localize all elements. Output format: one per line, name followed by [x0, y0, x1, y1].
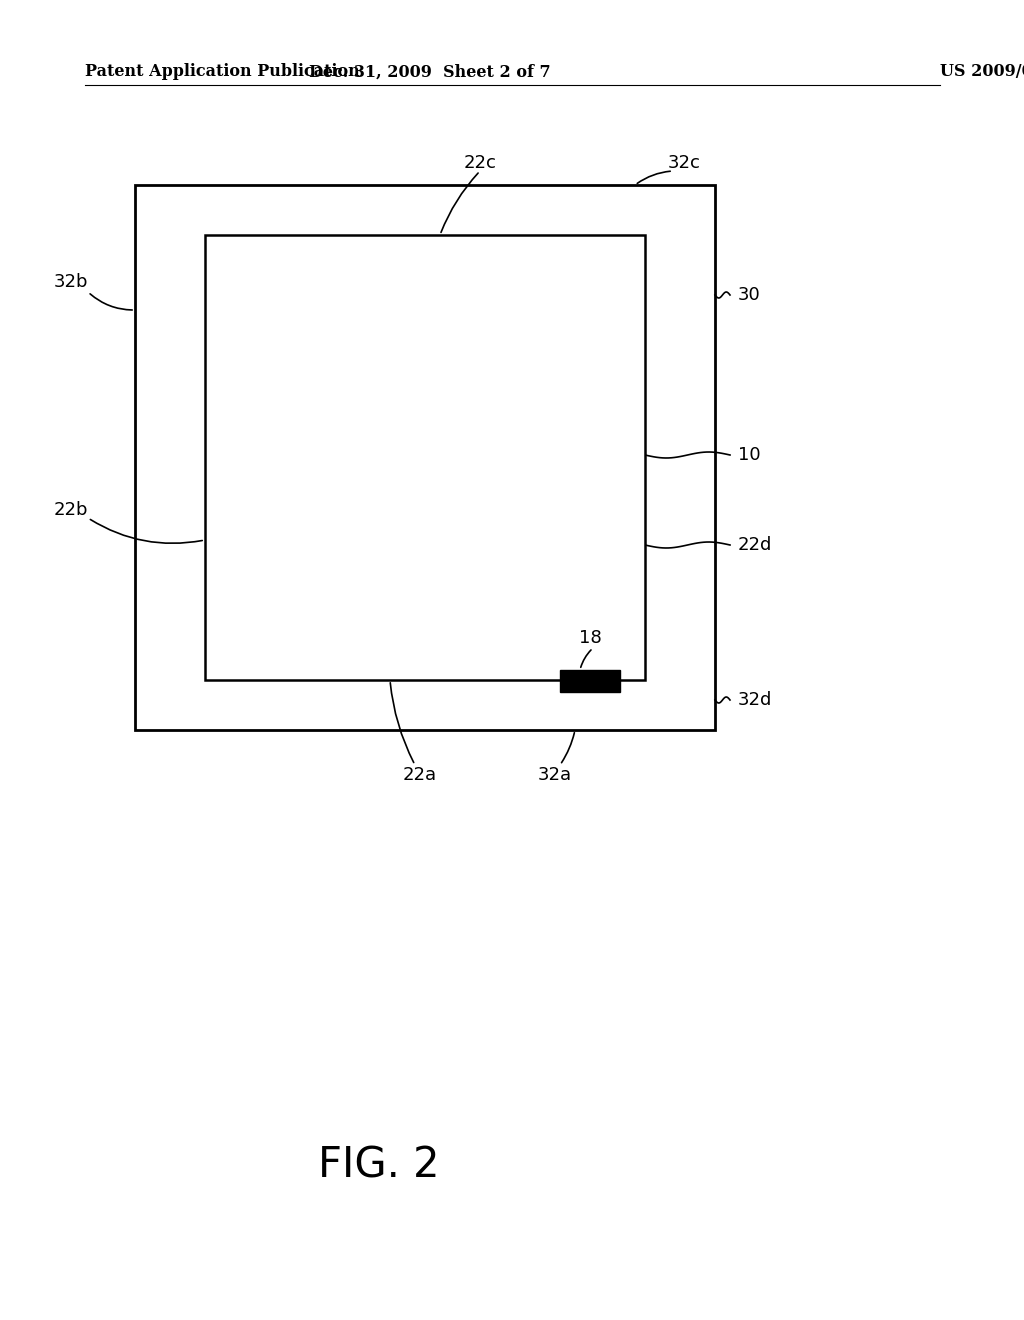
Text: 22c: 22c	[464, 154, 497, 172]
Text: FIG. 2: FIG. 2	[318, 1144, 439, 1185]
Text: 30: 30	[738, 286, 761, 304]
Text: 22b: 22b	[53, 502, 88, 519]
Text: 32c: 32c	[668, 154, 700, 172]
Text: 22d: 22d	[738, 536, 772, 554]
Text: 32a: 32a	[538, 766, 572, 784]
Text: 10: 10	[738, 446, 761, 465]
Bar	[135, 185, 715, 730]
Text: 22a: 22a	[402, 766, 437, 784]
Text: US 2009/0325083 A1: US 2009/0325083 A1	[940, 63, 1024, 81]
Text: 32d: 32d	[738, 690, 772, 709]
Text: 32b: 32b	[53, 273, 88, 290]
Bar	[205, 235, 645, 680]
Text: Patent Application Publication: Patent Application Publication	[85, 63, 359, 81]
Bar	[560, 671, 620, 692]
Text: Dec. 31, 2009  Sheet 2 of 7: Dec. 31, 2009 Sheet 2 of 7	[309, 63, 551, 81]
Text: 18: 18	[579, 630, 601, 647]
